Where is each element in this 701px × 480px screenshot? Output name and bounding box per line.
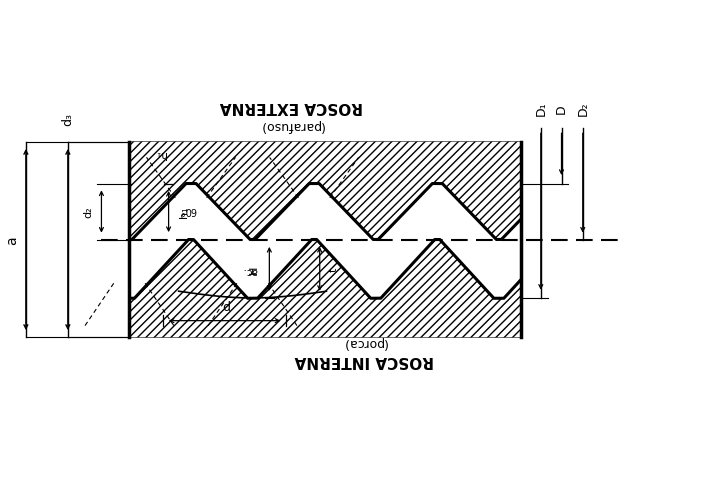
Text: D₁: D₁ xyxy=(534,101,547,116)
Text: ROSCA INTERNA: ROSCA INTERNA xyxy=(295,353,434,368)
Text: (porca): (porca) xyxy=(342,335,387,348)
Polygon shape xyxy=(130,142,522,240)
Text: h₁: h₁ xyxy=(179,206,189,218)
Text: d₂: d₂ xyxy=(83,206,93,218)
Text: p: p xyxy=(221,299,229,312)
Polygon shape xyxy=(130,184,522,299)
Text: D: D xyxy=(555,104,568,114)
Text: D₂: D₂ xyxy=(576,101,590,116)
Text: d₃: d₃ xyxy=(62,112,74,125)
Text: a: a xyxy=(5,236,19,244)
Text: ac.: ac. xyxy=(241,266,257,276)
Text: (parafuso): (parafuso) xyxy=(259,119,324,132)
Text: h₁: h₁ xyxy=(155,148,165,158)
Text: ROSCA EXTERNA: ROSCA EXTERNA xyxy=(220,98,363,113)
Text: t: t xyxy=(329,267,339,272)
Text: H: H xyxy=(249,265,259,274)
Text: 60°: 60° xyxy=(179,204,197,214)
Polygon shape xyxy=(130,240,522,338)
